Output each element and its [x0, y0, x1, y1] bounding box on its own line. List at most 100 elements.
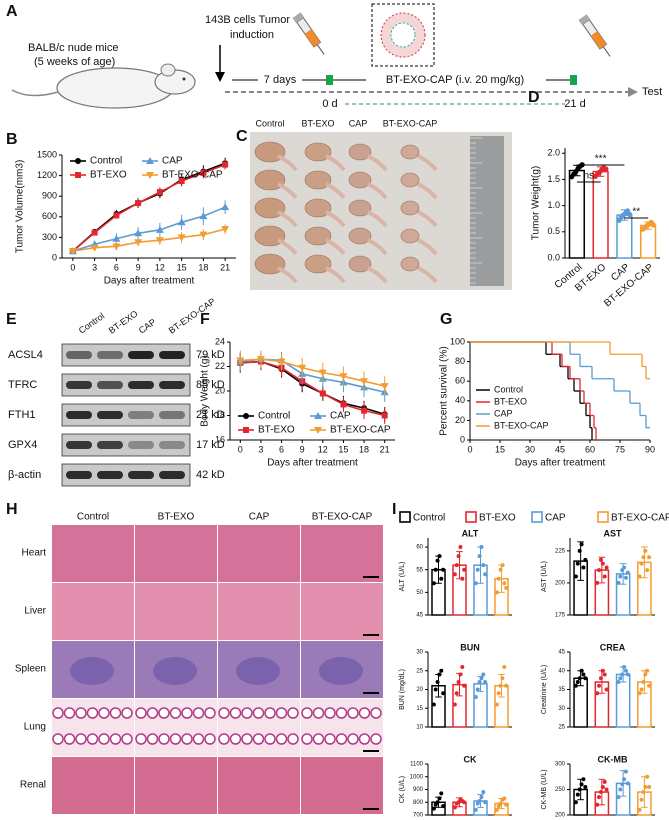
alveolus [218, 733, 230, 745]
y-tick-label: 225 [555, 548, 566, 554]
legend-swatch [465, 511, 477, 523]
marker [361, 407, 368, 414]
alveolus [358, 707, 371, 719]
data-point [462, 567, 467, 572]
mouse [11, 63, 196, 109]
legend-label: BT-EXO [479, 513, 516, 524]
legend-marker [314, 412, 322, 419]
data-point [477, 554, 482, 559]
alveolus [347, 707, 359, 719]
tumor [348, 255, 372, 273]
data-point [496, 576, 501, 581]
x-tick-label: 3 [92, 262, 97, 272]
tissue-label: Spleen [15, 664, 46, 675]
x-tick-label: 0 [467, 444, 472, 454]
data-point [458, 545, 463, 550]
micrograph [218, 757, 300, 814]
panel-label: F [200, 311, 210, 328]
data-point [604, 787, 609, 792]
tumor [304, 226, 332, 246]
y-tick-label: 10 [416, 725, 423, 731]
data-point [462, 683, 467, 688]
data-point [618, 787, 623, 792]
data-point [625, 781, 630, 786]
x-tick-label: 18 [359, 444, 369, 454]
lane-label: Control [77, 311, 107, 336]
data-point [597, 683, 602, 688]
x-axis-label: Days after treatment [267, 458, 358, 469]
data-point [483, 680, 488, 684]
alveolus [241, 733, 253, 745]
blot-band [128, 381, 154, 389]
y-tick-label: 200 [555, 580, 566, 586]
legend-label: BT-EXO [258, 425, 295, 436]
blot-band [128, 441, 154, 449]
alveolus [275, 707, 288, 719]
blot-band [97, 381, 123, 389]
data-point [647, 784, 652, 789]
x-tick-label: 9 [300, 444, 305, 454]
y-tick-label: 900 [42, 191, 57, 201]
data-point [595, 691, 600, 696]
leg [277, 182, 298, 200]
blot-band [159, 441, 185, 449]
data-point [641, 555, 646, 560]
x-axis-label: Days after treatment [104, 276, 195, 287]
data-point [452, 805, 457, 810]
data-point [598, 557, 603, 562]
alveolus [301, 733, 313, 745]
legend-marker [75, 158, 81, 164]
data-point [479, 795, 484, 800]
data-point [645, 668, 650, 673]
ruler [470, 136, 504, 286]
panel-label: G [440, 311, 452, 328]
data-point [639, 687, 644, 692]
alveolus [252, 733, 265, 745]
marker [90, 244, 99, 252]
series-line [72, 206, 226, 252]
y-tick-label: 18 [215, 410, 225, 420]
marker [200, 169, 207, 176]
alveolus [135, 707, 147, 719]
leg [325, 154, 346, 172]
white-pulp [153, 657, 197, 685]
alveolus [75, 733, 87, 745]
bar [592, 170, 609, 259]
data-point [475, 687, 480, 692]
marker [318, 369, 327, 377]
y-tick-label: 1.5 [547, 174, 560, 184]
y-tick-label: 1000 [410, 774, 424, 780]
alveolus [98, 733, 110, 745]
data-point [579, 542, 584, 547]
legend-label: BT-EXO-CAP [162, 170, 223, 181]
y-tick-label: 25 [558, 725, 565, 731]
syringe [578, 14, 611, 57]
tumor [400, 144, 420, 160]
significance-label: ns [583, 171, 594, 182]
x-tick-label: 0 [70, 262, 75, 272]
inset [371, 3, 435, 67]
label-bg [258, 73, 302, 87]
data-point [604, 687, 609, 692]
blot-strip [61, 433, 191, 457]
data-point [623, 575, 628, 580]
data-point [623, 668, 628, 673]
x-tick-label: 12 [318, 444, 328, 454]
y-tick-label: 24 [215, 336, 225, 346]
y-axis-label: ALT (U/L) [399, 562, 406, 592]
data-point [456, 554, 461, 559]
data-point [625, 672, 630, 677]
alveolus [324, 733, 336, 745]
schematic: A 143B cells Tumor induction BALB/c nude… [6, 3, 662, 110]
legend-label: BT-EXO-CAP [330, 425, 391, 436]
significance-label: ** [632, 207, 640, 218]
alveolus [335, 733, 348, 745]
data-point [598, 790, 603, 795]
panel-label: C [236, 128, 248, 145]
data-point [583, 784, 588, 789]
data-point [603, 166, 609, 172]
micrograph [52, 583, 134, 640]
alveolus [275, 733, 288, 745]
white-pulp [70, 657, 114, 685]
lane-label: CAP [137, 317, 158, 336]
